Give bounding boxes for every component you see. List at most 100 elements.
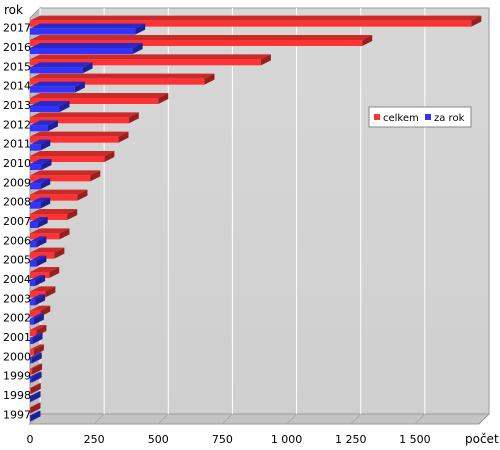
bar-za-rok-2010 <box>30 159 52 170</box>
year-label-2015: 2015 <box>3 60 31 73</box>
bar-side-face <box>37 217 48 228</box>
bar-top-face <box>30 391 41 396</box>
year-label-2004: 2004 <box>3 273 31 286</box>
bar-front-face <box>30 194 78 201</box>
bar-za-rok-2006 <box>30 236 47 248</box>
bar-side-face <box>30 402 41 414</box>
x-axis-title: počet <box>465 432 499 446</box>
x-tick-label-5: 1 250 <box>335 433 367 446</box>
bar-top-face <box>30 363 43 369</box>
year-label-2000: 2000 <box>3 350 31 363</box>
floor-gridline-2 <box>157 413 169 425</box>
bar-front-face <box>30 376 32 383</box>
bar-side-face <box>59 101 70 112</box>
bar-side-face <box>36 325 47 336</box>
bar-front-face <box>30 78 205 85</box>
bar-celkem-2010 <box>30 151 115 162</box>
bar-side-face <box>135 23 146 35</box>
year-label-1998: 1998 <box>3 389 31 402</box>
bar-side-face <box>32 363 43 375</box>
bar-za-rok-2002 <box>30 313 44 325</box>
bar-front-face <box>30 40 363 46</box>
bar-side-face <box>30 410 41 422</box>
bar-front-face <box>30 202 41 209</box>
bar-celkem-2001 <box>30 325 47 336</box>
bar-za-rok-2005 <box>30 255 47 267</box>
bar-top-face <box>30 23 146 29</box>
bar-side-face <box>33 313 44 325</box>
bar-za-rok-2011 <box>30 139 51 151</box>
bar-celkem-2000 <box>30 344 44 356</box>
bar-side-face <box>32 333 43 344</box>
bar-top-face <box>30 247 65 253</box>
bar-celkem-2009 <box>30 170 101 182</box>
bar-side-face <box>260 54 271 66</box>
bar-top-face <box>30 170 101 176</box>
year-label-2016: 2016 <box>3 41 31 54</box>
bar-side-face <box>31 371 42 383</box>
bar-celkem-2012 <box>30 112 139 124</box>
bar-top-face <box>30 43 143 48</box>
bar-side-face <box>35 294 46 306</box>
bar-top-face <box>30 217 48 222</box>
bar-side-face <box>104 151 115 162</box>
bar-top-face <box>30 383 41 388</box>
year-label-2002: 2002 <box>3 312 31 325</box>
bar-front-face <box>30 175 91 182</box>
bar-front-face <box>30 164 42 170</box>
bar-top-face <box>30 35 373 40</box>
bar-celkem-2013 <box>30 93 169 104</box>
bar-side-face <box>128 112 139 124</box>
bar-top-face <box>30 15 482 21</box>
bar-top-face <box>30 159 52 164</box>
bar-top-face <box>30 112 139 118</box>
bar-za-rok-2000 <box>30 352 42 364</box>
bar-front-face <box>30 272 50 278</box>
floor-gridline-1 <box>93 413 105 425</box>
bar-top-face <box>30 333 43 338</box>
floor-gridline-5 <box>350 413 362 425</box>
bar-top-face <box>30 197 51 203</box>
bar-front-face <box>30 318 34 325</box>
bar-front-face <box>30 349 34 356</box>
bar-side-face <box>49 267 60 278</box>
bar-side-face <box>158 93 169 104</box>
bar-side-face <box>82 62 93 74</box>
year-label-2008: 2008 <box>3 196 31 209</box>
bar-side-face <box>31 352 42 364</box>
bar-top-face <box>30 236 47 242</box>
bar-side-face <box>40 197 51 209</box>
legend-swatch-celkem <box>374 114 380 120</box>
bar-front-face <box>30 48 133 54</box>
x-tick-label-1: 250 <box>84 433 105 446</box>
bar-top-face <box>30 344 44 350</box>
bar-front-face <box>30 368 33 375</box>
bar-za-rok-1999 <box>30 371 42 383</box>
bar-side-face <box>47 120 58 132</box>
bar-side-face <box>40 139 51 151</box>
legend: celkem za rok <box>368 106 472 128</box>
bar-top-face <box>30 73 215 79</box>
year-label-2017: 2017 <box>3 22 31 35</box>
bar-celkem-2015 <box>30 54 271 66</box>
bar-celkem-2008 <box>30 189 88 201</box>
bar-top-face <box>30 81 85 87</box>
bar-front-face <box>30 415 31 422</box>
x-tick-label-3: 750 <box>212 433 233 446</box>
x-tick-labels: 0 250 500 750 1 000 1 250 1 500 <box>27 433 431 446</box>
year-label-1999: 1999 <box>3 370 31 383</box>
bar-celkem-2003 <box>30 286 56 298</box>
bar-side-face <box>59 228 70 240</box>
bar-side-face <box>118 131 129 143</box>
bar-celkem-2014 <box>30 73 215 85</box>
bar-front-face <box>30 291 46 298</box>
bar-top-face <box>30 275 46 280</box>
year-label-2012: 2012 <box>3 118 31 131</box>
year-label-2013: 2013 <box>3 99 31 112</box>
bar-top-face <box>30 294 46 300</box>
year-label-2003: 2003 <box>3 292 31 305</box>
bar-front-face <box>30 396 31 402</box>
y-axis-title: rok <box>4 3 23 17</box>
bar-celkem-1999 <box>30 363 43 375</box>
